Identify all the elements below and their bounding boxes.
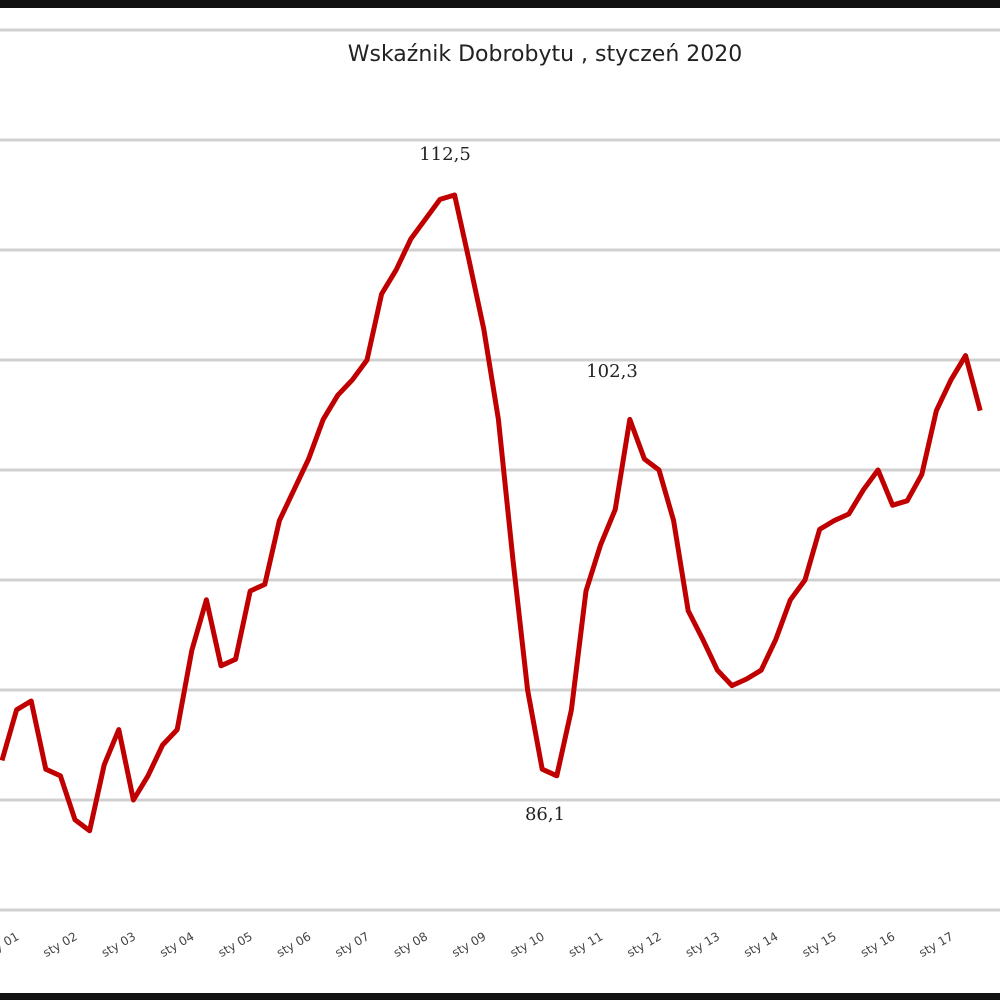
chart-title: Wskaźnik Dobrobytu , styczeń 2020 [348, 42, 743, 67]
annotation: 102,3 [586, 361, 638, 382]
data-line [0, 192, 983, 834]
top-border [0, 0, 1000, 8]
annotation: 86,1 [525, 804, 565, 825]
bottom-border [0, 993, 1000, 1000]
annotation: 112,5 [419, 144, 471, 165]
